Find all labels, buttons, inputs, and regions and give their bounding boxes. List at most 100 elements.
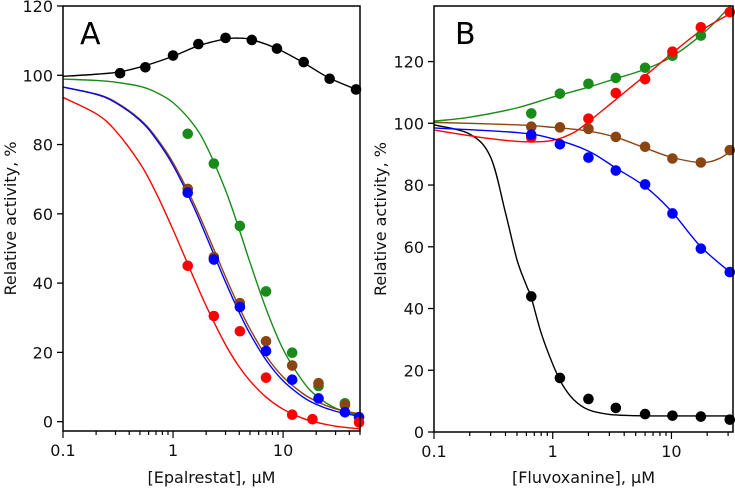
data-point-black	[271, 43, 283, 54]
fit-line-black	[63, 37, 360, 92]
fit-line-red	[434, 11, 733, 143]
plot-frame	[62, 5, 361, 432]
y-tick-label: 80	[404, 176, 424, 195]
data-point-green	[208, 158, 220, 169]
x-axis-label: [Fluvoxanine], µM	[512, 468, 655, 487]
data-point-black	[167, 50, 179, 61]
plot-frame	[433, 5, 734, 433]
data-point-brown	[695, 157, 707, 168]
y-tick-label: 20	[33, 343, 53, 362]
y-tick-label: 40	[404, 300, 424, 319]
y-tick-label: 120	[22, 0, 53, 16]
data-point-black	[583, 393, 594, 405]
x-tick-label: 1	[168, 441, 178, 460]
data-point-blue	[610, 165, 622, 176]
y-tick-label: 60	[404, 238, 424, 257]
y-axis-label: Relative activity, %	[1, 142, 20, 296]
fit-line-brown	[63, 86, 360, 415]
data-point-black	[350, 84, 362, 95]
fit-line-red	[63, 96, 360, 430]
data-point-black	[639, 408, 651, 420]
data-point-green	[525, 108, 537, 119]
data-point-red	[353, 417, 365, 428]
data-point-green	[610, 72, 622, 84]
y-axis-label: Relative activity, %	[371, 142, 390, 296]
x-tick-label: 0.1	[421, 442, 446, 461]
data-point-green	[286, 347, 298, 359]
data-point-green	[583, 78, 594, 90]
data-point-black	[610, 402, 622, 414]
data-point-green	[639, 62, 651, 74]
data-point-green	[554, 88, 566, 99]
y-tick-label: 120	[393, 53, 424, 72]
data-point-green	[695, 30, 707, 41]
data-point-blue	[286, 374, 298, 386]
x-tick-label: 1	[548, 442, 558, 461]
y-tick-label: 60	[33, 205, 53, 224]
data-point-brown	[583, 123, 594, 135]
data-point-black	[220, 32, 231, 44]
data-point-blue	[695, 243, 707, 254]
data-point-brown	[339, 399, 351, 411]
data-point-black	[246, 34, 258, 46]
data-point-brown	[286, 360, 298, 371]
data-point-red	[583, 113, 594, 124]
data-point-blue	[554, 138, 566, 150]
y-tick-label: 100	[22, 66, 53, 85]
data-point-blue	[182, 187, 194, 198]
data-point-black	[114, 67, 126, 79]
x-axis-label: [Epalrestat], µM	[148, 468, 276, 487]
data-point-black	[298, 56, 310, 68]
data-point-red	[260, 372, 272, 383]
data-point-blue	[313, 393, 324, 404]
data-point-red	[307, 413, 318, 425]
y-tick-label: 100	[393, 114, 424, 133]
data-point-red	[182, 260, 194, 272]
data-point-red	[286, 409, 298, 421]
data-point-blue	[583, 152, 594, 163]
y-tick-label: 80	[33, 136, 53, 155]
data-point-brown	[260, 335, 272, 347]
data-point-blue	[639, 179, 651, 190]
data-point-brown	[667, 153, 678, 164]
data-point-green	[234, 220, 246, 232]
data-point-black	[140, 62, 151, 73]
x-tick-label: 10	[273, 441, 293, 460]
data-point-blue	[234, 301, 246, 313]
data-point-blue	[339, 406, 351, 418]
fit-line-blue	[434, 127, 733, 276]
data-point-red	[610, 87, 622, 99]
x-tick-label: 0.1	[50, 441, 75, 460]
y-tick-label: 20	[404, 361, 424, 380]
data-point-red	[234, 325, 246, 337]
data-point-black	[525, 291, 537, 302]
fit-line-blue	[63, 86, 360, 418]
fit-line-green	[63, 78, 360, 417]
data-point-green	[182, 128, 194, 140]
panel-label: B	[455, 17, 476, 52]
fit-line-black	[434, 124, 733, 417]
data-point-black	[193, 38, 204, 50]
data-point-red	[695, 22, 707, 33]
data-point-red	[667, 46, 678, 57]
panel-b: 0 20 40 60 80 100 120 0.1 1 10 [Fluvoxanine], µM Re…	[371, 5, 735, 487]
data-point-black	[554, 372, 566, 384]
data-point-brown	[554, 122, 566, 133]
y-tick-label: 0	[43, 413, 53, 432]
data-point-green	[260, 286, 272, 297]
y-tick-label: 0	[414, 423, 424, 442]
data-point-brown	[639, 141, 651, 153]
data-point-brown	[610, 131, 622, 143]
data-point-black	[667, 410, 678, 421]
x-tick-label: 10	[661, 442, 681, 461]
data-point-red	[639, 73, 651, 85]
data-point-black	[695, 411, 707, 422]
data-point-red	[208, 310, 220, 322]
y-tick-label: 40	[33, 274, 53, 293]
panel-label: A	[80, 17, 101, 52]
data-point-brown	[525, 121, 537, 132]
data-point-blue	[208, 254, 220, 265]
data-point-blue	[260, 345, 272, 357]
data-point-brown	[313, 377, 324, 389]
